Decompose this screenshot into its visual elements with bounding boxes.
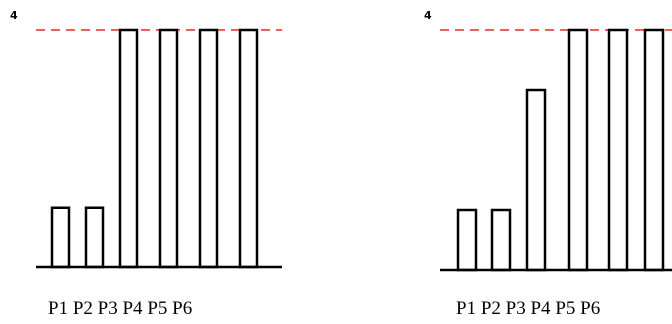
chart-1-category-p2: P2 <box>68 298 93 319</box>
chart-2-category-labels: P1 P2 P3 P4 P5 P6 <box>456 298 600 319</box>
chart-2-bar-p6 <box>643 28 665 272</box>
chart-2-category-p1: P1 <box>456 298 476 319</box>
chart-1-bar-p6 <box>238 28 259 269</box>
chart-1-category-labels: P1 P2 P3 P4 P5 P6 <box>48 298 192 319</box>
chart-2-bar-p1 <box>456 208 478 272</box>
chart-1-bar-p3 <box>118 28 139 269</box>
chart-1-bar-p5 <box>198 28 219 269</box>
chart-2-category-p6: P6 <box>575 298 600 319</box>
chart-2-category-p5: P5 <box>551 298 576 319</box>
chart-1-category-p4: P4 <box>118 298 143 319</box>
chart-2-y-tick-label: 4 <box>424 9 432 22</box>
chart-1-y-tick-label: 4 <box>10 9 18 22</box>
chart-1-bar-p4 <box>158 28 179 269</box>
chart-2-category-p3: P3 <box>501 298 526 319</box>
chart-1-category-p6: P6 <box>167 298 192 319</box>
chart-1-bar-p1 <box>50 206 71 269</box>
chart-2-bar-p2 <box>490 208 512 272</box>
chart-1-category-p5: P5 <box>143 298 168 319</box>
chart-1-bar-p2 <box>84 206 105 269</box>
chart-2-bar-p4 <box>567 28 589 272</box>
chart-1-category-p3: P3 <box>93 298 118 319</box>
chart-2-category-p2: P2 <box>476 298 501 319</box>
chart-2-bar-p5 <box>607 28 629 272</box>
chart-1-category-p1: P1 <box>48 298 68 319</box>
chart-2-category-p4: P4 <box>526 298 551 319</box>
chart-2-bar-p3 <box>525 88 547 272</box>
